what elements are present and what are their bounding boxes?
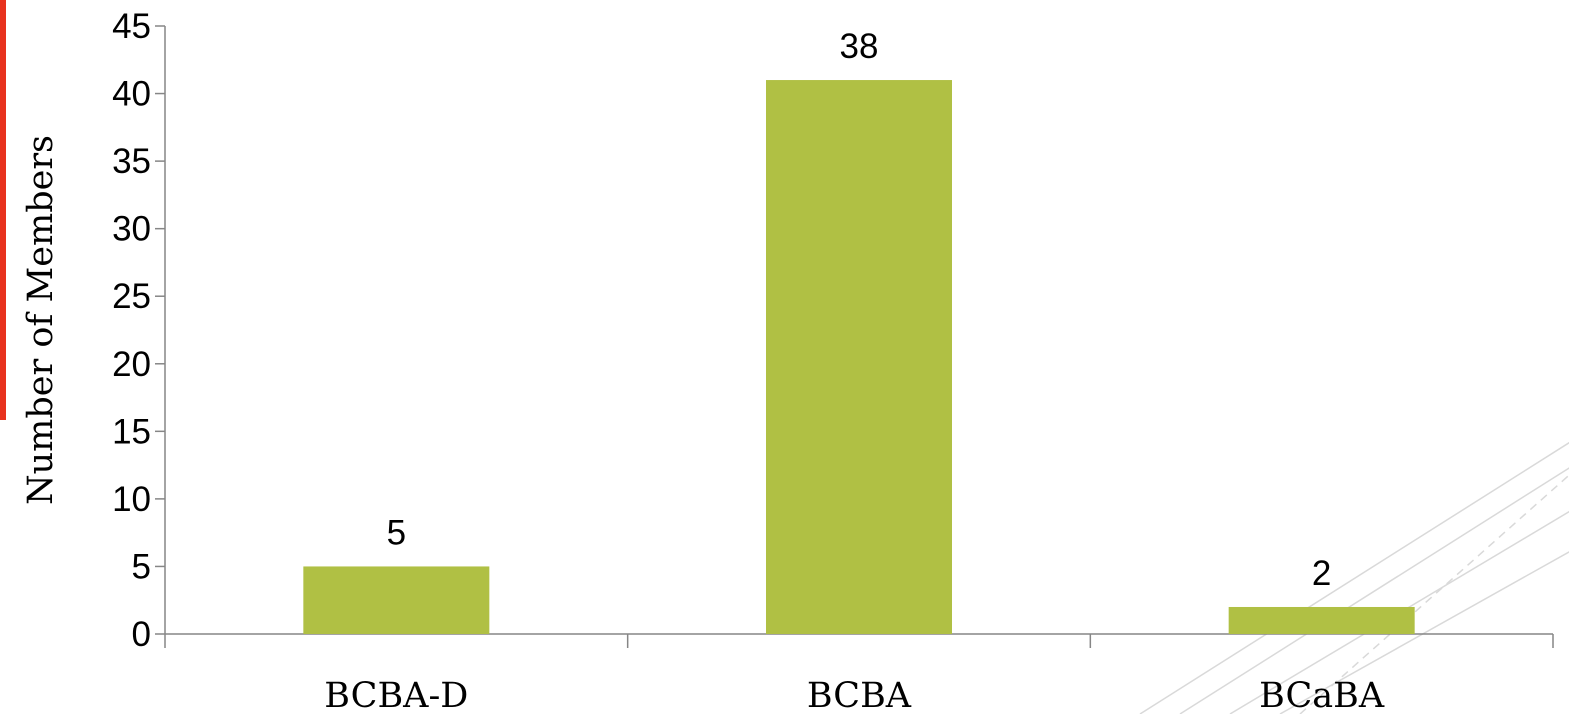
y-tick-labels: 0 5 10 15 20 25 30 35 40 45 xyxy=(112,7,151,654)
x-tick-label: BCBA-D xyxy=(324,676,468,714)
y-tick-label: 30 xyxy=(112,210,151,249)
bar-bcaba xyxy=(1228,606,1415,634)
y-tick-label: 5 xyxy=(132,547,151,586)
decor-line xyxy=(1279,551,1569,714)
x-tick-labels: BCBA-D BCBA BCaBA xyxy=(324,676,1385,714)
data-label: 38 xyxy=(840,27,879,66)
y-tick-label: 20 xyxy=(112,345,151,384)
data-labels: 5 38 2 xyxy=(387,27,1332,593)
corner-decoration xyxy=(1139,441,1569,714)
bar-bcba-d xyxy=(303,566,490,634)
data-label: 2 xyxy=(1312,554,1331,593)
y-tick-label: 35 xyxy=(112,142,151,181)
x-tick-label: BCBA xyxy=(807,676,912,714)
bars xyxy=(303,80,1415,635)
y-tick-label: 25 xyxy=(112,277,151,316)
bar-bcba xyxy=(766,80,952,635)
decor-line xyxy=(1229,510,1569,714)
y-axis-title: Number of Members xyxy=(21,135,61,505)
y-tick-label: 0 xyxy=(132,615,151,654)
data-label: 5 xyxy=(387,513,406,552)
decor-line xyxy=(1139,441,1569,714)
red-accent-bar xyxy=(0,0,6,420)
y-tick-label: 45 xyxy=(112,7,151,46)
decor-dashed-line xyxy=(1299,474,1569,714)
decor-line xyxy=(1179,467,1569,714)
y-tick-label: 15 xyxy=(112,412,151,451)
y-tick-label: 10 xyxy=(112,480,151,519)
y-tick-label: 40 xyxy=(112,75,151,114)
x-tick-label: BCaBA xyxy=(1259,676,1385,714)
